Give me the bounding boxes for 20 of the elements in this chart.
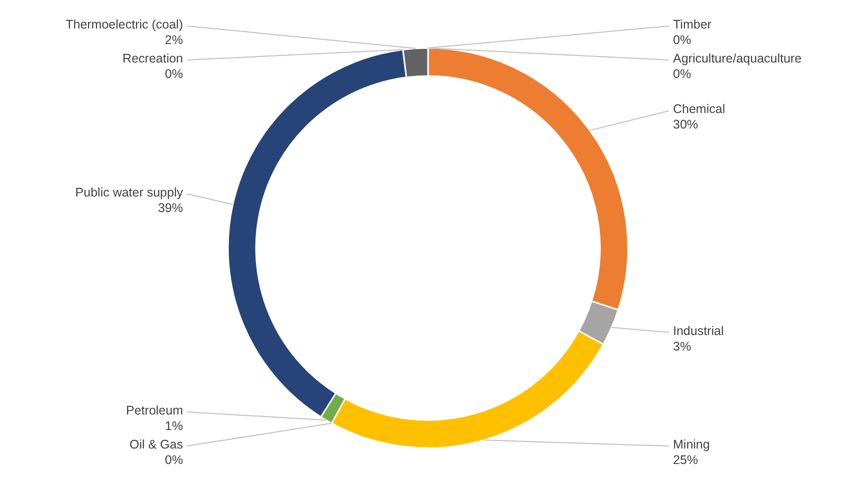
text: 0% bbox=[673, 67, 692, 81]
data-label: 1% bbox=[164, 419, 183, 433]
category-label: Timber bbox=[673, 18, 712, 32]
text: 0% bbox=[164, 67, 183, 81]
data-label: 30% bbox=[673, 118, 698, 132]
text: 0% bbox=[164, 453, 183, 467]
slice-label: Chemical bbox=[673, 102, 726, 116]
text: 0% bbox=[673, 33, 692, 47]
slice-label: Public water supply bbox=[75, 185, 184, 200]
data-label: 25% bbox=[673, 453, 698, 467]
category-label: Recreation bbox=[122, 52, 183, 66]
data-label: 3% bbox=[673, 339, 692, 354]
data-label: 39% bbox=[158, 200, 183, 215]
slice-label: Thermoelectric (coal) bbox=[66, 18, 183, 32]
slice-label: Mining bbox=[673, 438, 710, 452]
slice-label: Petroleum bbox=[126, 404, 183, 418]
category-label: Oil & Gas bbox=[130, 438, 183, 452]
category-label: Agriculture/aquaculture bbox=[673, 52, 802, 66]
data-label: 2% bbox=[164, 33, 183, 47]
slice-label: Industrial bbox=[673, 324, 724, 338]
